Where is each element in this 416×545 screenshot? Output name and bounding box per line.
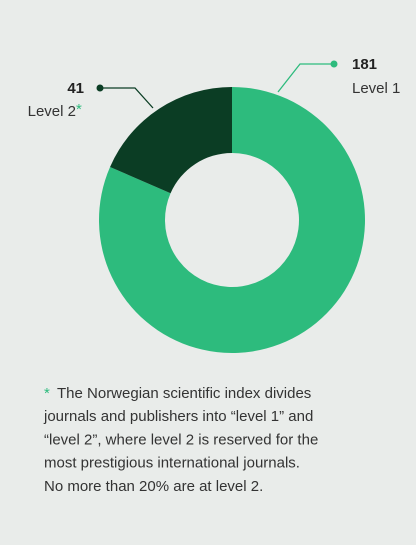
slice	[98, 87, 365, 353]
value-label: 41	[67, 80, 84, 97]
category-label: Level 2	[28, 103, 76, 120]
leader-line	[277, 63, 334, 93]
leader-dot	[330, 60, 338, 68]
note-line: journals and publishers into “level 1” a…	[43, 408, 313, 425]
note-line: The Norwegian scientific index divides	[57, 385, 311, 402]
note-marker: *	[76, 101, 82, 118]
leader-dot	[96, 84, 104, 92]
note-marker: *	[44, 385, 50, 402]
value-label: 181	[352, 56, 377, 73]
slice	[110, 87, 232, 194]
note-line: most prestigious international journals.	[44, 455, 300, 472]
note-line: No more than 20% are at level 2.	[44, 478, 263, 495]
leader-line	[100, 87, 154, 109]
note-line: “level 2”, where level 2 is reserved for…	[44, 431, 318, 448]
category-label: Level 1	[352, 80, 400, 97]
